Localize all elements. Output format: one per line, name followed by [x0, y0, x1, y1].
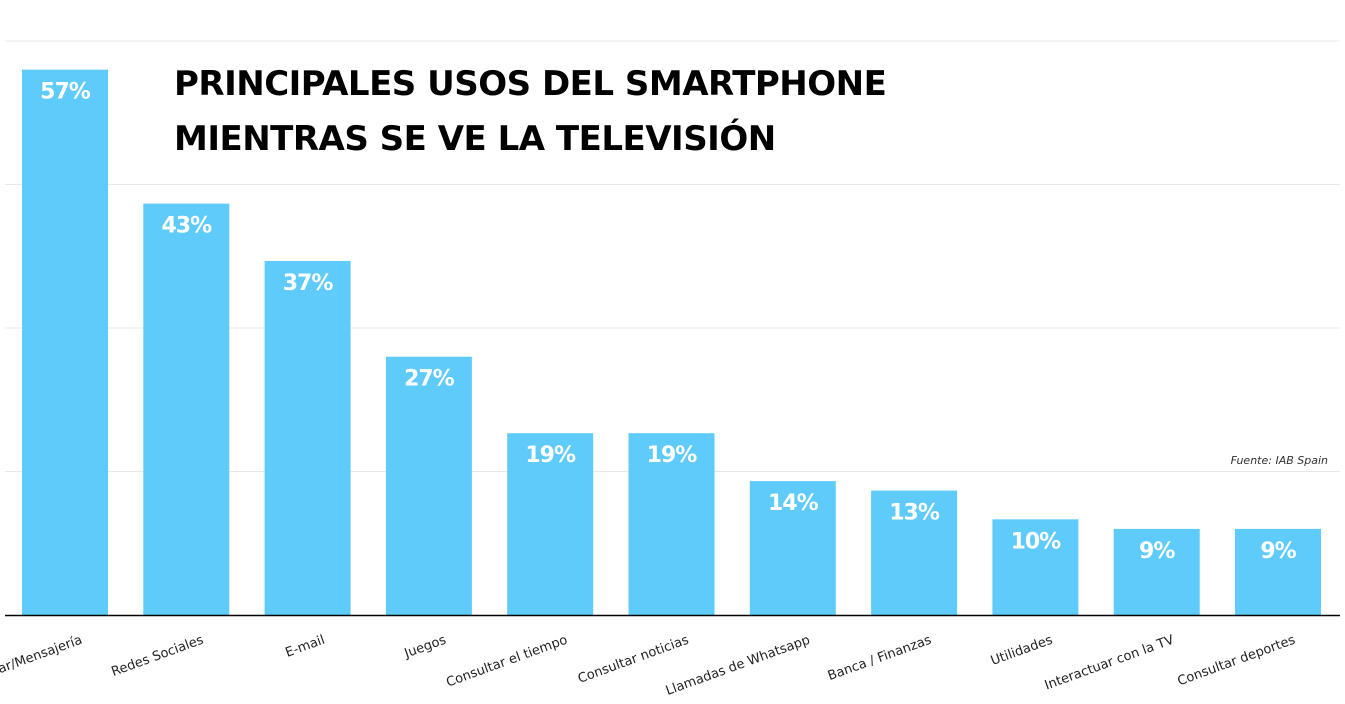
bar — [871, 490, 958, 615]
category-label: Consultar deportes — [1176, 633, 1298, 690]
bar-value-label: 9% — [1139, 539, 1175, 564]
category-label: Utilidades — [989, 633, 1055, 669]
category-label: Consultar el tiempo — [444, 633, 569, 691]
bar — [22, 69, 108, 615]
chart-title-line-2: MIENTRAS SE VE LA TELEVISIÓN — [174, 118, 776, 159]
bar-value-label: 14% — [768, 491, 819, 516]
bar — [507, 433, 594, 615]
bar-value-label: 10% — [1011, 529, 1062, 554]
category-label: Juegos — [402, 633, 449, 662]
bar-value-label: 27% — [404, 367, 455, 392]
category-label: Redes Sociales — [109, 633, 205, 680]
category-labels: Chatear/Mensajería Redes Sociales E-mail Ju… — [0, 633, 1298, 699]
category-label: E-mail — [284, 633, 327, 661]
bar-value-label: 57% — [40, 80, 91, 105]
source-note: Fuente: IAB Spain — [1231, 454, 1328, 467]
value-labels: 57% 43% 37% 27% 19% 19% 14% 13% 10% 9% 9% — [40, 80, 1297, 564]
bar — [992, 519, 1079, 615]
bars — [22, 69, 1321, 615]
bar — [1235, 528, 1321, 615]
bar — [264, 261, 351, 615]
bar — [143, 203, 230, 615]
category-label: Consultar noticias — [576, 633, 691, 687]
bar-value-label: 37% — [283, 271, 334, 296]
bar-value-label: 19% — [525, 443, 576, 468]
bar-value-label: 13% — [889, 501, 940, 526]
bar — [628, 433, 715, 615]
category-label: Banca / Finanzas — [826, 633, 934, 684]
chart-title-line-1: PRINCIPALES USOS DEL SMARTPHONE — [174, 64, 886, 104]
bar-value-label: 19% — [647, 443, 698, 468]
bar-value-label: 9% — [1260, 539, 1296, 564]
bar — [385, 356, 472, 615]
bar — [1113, 528, 1200, 615]
bar — [749, 481, 836, 615]
category-label: Interactuar con la TV — [1043, 633, 1176, 694]
bar-value-label: 43% — [161, 214, 212, 239]
category-label: Chatear/Mensajería — [0, 633, 84, 690]
